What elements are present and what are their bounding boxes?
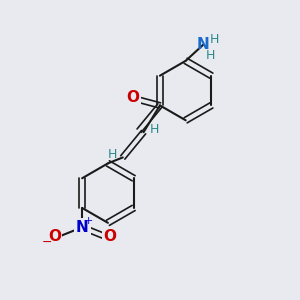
Text: −: − [42, 236, 52, 249]
Text: H: H [149, 123, 159, 136]
Text: N: N [197, 37, 210, 52]
Text: +: + [84, 216, 93, 226]
Text: H: H [108, 148, 117, 161]
Text: H: H [206, 49, 215, 62]
Text: H: H [210, 33, 220, 46]
Text: N: N [76, 220, 88, 235]
Text: O: O [127, 91, 140, 106]
Text: O: O [48, 229, 61, 244]
Text: O: O [103, 229, 116, 244]
